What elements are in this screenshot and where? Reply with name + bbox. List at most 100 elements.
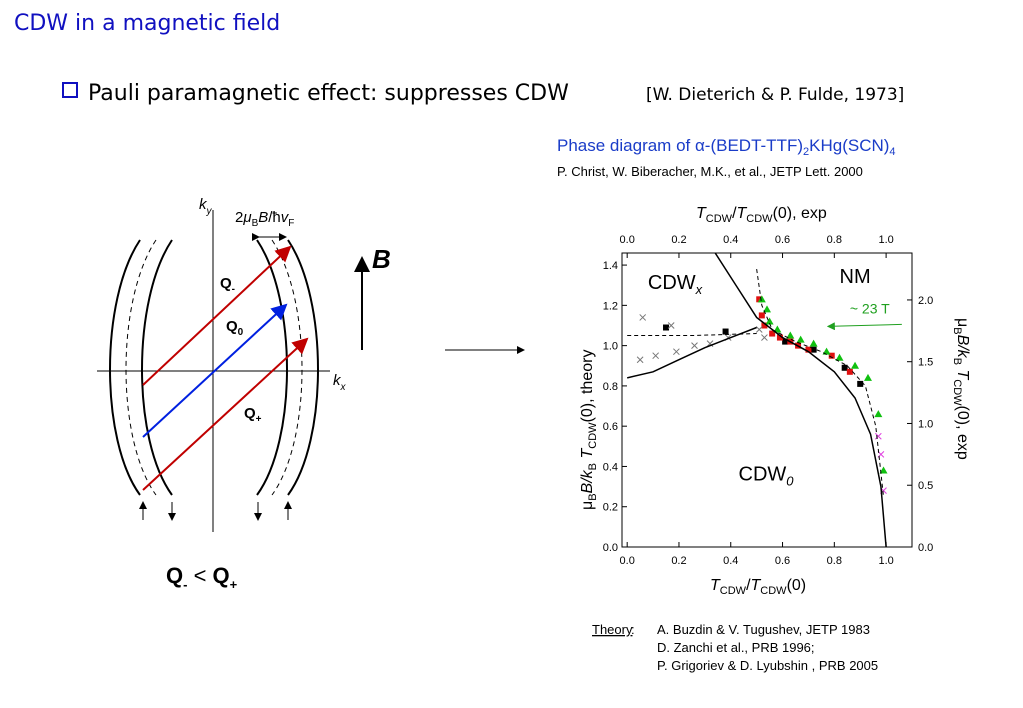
y-tick-label: 1.4 [603, 260, 618, 272]
ky-label: ky [199, 196, 213, 217]
point [874, 432, 882, 440]
point [796, 335, 805, 343]
x-axis-label: TCDW/TCDW(0) [710, 577, 806, 597]
point [809, 339, 818, 347]
y-tick-label: 1.0 [603, 341, 618, 353]
annotation-part: 0 [786, 474, 794, 489]
point [756, 296, 763, 303]
point [673, 348, 680, 356]
point [769, 330, 776, 337]
y-tick-label: 0.6 [603, 421, 618, 433]
x-tick-label: 0.6 [775, 555, 790, 567]
kx-label: kx [333, 372, 347, 393]
y2-tick-label: 1.5 [918, 357, 933, 369]
theory-ref: P. Grigoriev & D. Lyubshin , PRB 2005 [657, 658, 878, 673]
point [874, 410, 883, 418]
x2-tick-label: 0.8 [827, 234, 842, 246]
point [835, 353, 844, 361]
y-tick-label: 0.8 [603, 381, 618, 393]
point [846, 368, 853, 375]
q-plus-label: Q+ [244, 405, 262, 425]
x2-tick-label: 0.2 [671, 234, 686, 246]
annotation: ~ 23 T [850, 300, 890, 316]
annotation: CDWx [648, 272, 703, 297]
theory-colon: : [631, 622, 635, 637]
y-tick-label: 0.2 [603, 502, 618, 514]
y-tick-label: 0.4 [603, 461, 618, 473]
theory-ref: A. Buzdin & V. Tugushev, JETP 1983 [657, 622, 870, 637]
x-tick-label: 1.0 [878, 555, 893, 567]
x2-axis-label: TCDW/TCDW(0), exp [696, 205, 827, 225]
slide-title: CDW in a magnetic field [14, 11, 280, 36]
annotation: NM [840, 266, 871, 288]
point [757, 295, 766, 303]
point [761, 322, 768, 329]
point [805, 346, 812, 353]
y2-tick-label: 1.0 [918, 418, 933, 430]
q-zero-label: Q0 [226, 318, 244, 338]
curve [756, 269, 885, 497]
field-label: B [372, 244, 391, 274]
point [652, 352, 660, 360]
x2-tick-label: 0.0 [620, 234, 635, 246]
point [851, 361, 860, 369]
point [639, 314, 647, 321]
x2-tick-label: 0.6 [775, 234, 790, 246]
point [663, 324, 670, 331]
curve [627, 333, 757, 337]
curve [714, 252, 887, 548]
point [776, 334, 783, 341]
theory-label: Theory [592, 622, 633, 637]
annotation-part: ~ 23 T [850, 300, 890, 316]
plot-frame [621, 252, 913, 548]
y-axis-label: μBB/kB TCDW(0), theory [579, 350, 599, 510]
theory-ref: D. Zanchi et al., PRB 1996; [657, 640, 815, 655]
plot: 0.0 0.2 0.4 0.6 0.8 1.00.0 0.2 0.4 0.6 0.8 1.00.00… [603, 234, 934, 567]
point [636, 356, 644, 364]
point [722, 328, 729, 335]
point [763, 305, 771, 313]
point [691, 342, 698, 349]
q-minus-label: Q- [220, 275, 235, 295]
point [863, 373, 872, 381]
y-tick-label: 1.2 [603, 300, 618, 312]
point [667, 322, 675, 329]
chart-caption: Phase diagram of α-(BEDT-TTF)2KHg(SCN)4 [557, 136, 896, 158]
point [755, 326, 763, 333]
x2-tick-label: 1.0 [878, 234, 893, 246]
x-tick-label: 0.2 [671, 555, 686, 567]
point [822, 347, 831, 355]
x-tick-label: 0.4 [723, 555, 738, 567]
x-tick-label: 0.0 [620, 555, 635, 567]
point [841, 364, 848, 371]
point [782, 338, 789, 345]
fermi-diagram [97, 210, 525, 532]
point [758, 312, 765, 319]
bullet-text: Pauli paramagnetic effect: suppresses CD… [88, 81, 569, 106]
y2-tick-label: 2.0 [918, 295, 933, 307]
point [761, 334, 768, 341]
curve [627, 326, 757, 379]
y2-axis-label: μBB/kB TCDW(0), exp [951, 318, 971, 460]
point [857, 380, 864, 387]
y-tick-label: 0.0 [603, 542, 618, 554]
y2-tick-label: 0.5 [918, 480, 933, 492]
annotation: CDW0 [739, 464, 795, 489]
x2-tick-label: 0.4 [723, 234, 738, 246]
relation: Q- < Q+ [166, 563, 238, 592]
annotation-part: CDW [739, 464, 787, 486]
citation: P. Christ, W. Biberacher, M.K., et al., … [557, 164, 863, 179]
point [786, 331, 795, 339]
y2-tick-label: 0.0 [918, 542, 933, 554]
bullet-box [62, 82, 78, 98]
point [828, 352, 835, 359]
annotation-part: NM [840, 266, 871, 288]
x-tick-label: 0.8 [827, 555, 842, 567]
annotation-part: x [695, 282, 703, 297]
point [765, 317, 774, 325]
point [879, 466, 888, 474]
point [810, 346, 817, 353]
annotation-arrow [826, 322, 902, 331]
annotation-part: CDW [648, 272, 696, 294]
